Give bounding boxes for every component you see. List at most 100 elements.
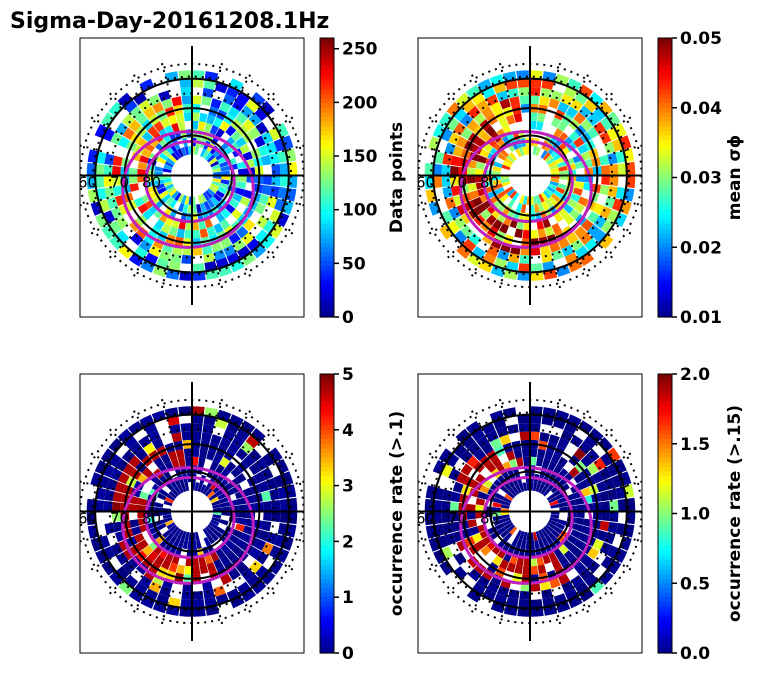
heat-cell [277, 486, 288, 500]
heat-cell [228, 232, 241, 245]
heat-cell [229, 414, 244, 428]
mlt-spoke [160, 594, 171, 626]
heat-cell [192, 204, 197, 214]
heat-cell [155, 183, 165, 191]
heat-cell [102, 463, 115, 478]
colorbar-segment [658, 177, 672, 183]
heat-cell [541, 458, 551, 469]
heat-cell [514, 564, 523, 575]
heat-cell [530, 431, 540, 441]
heat-cell [192, 456, 199, 466]
heat-cell [540, 192, 548, 201]
heat-cell [212, 514, 222, 519]
heat-cell [557, 120, 568, 132]
mlt-spoke [160, 258, 171, 290]
heat-cell [559, 170, 568, 176]
mlt-spoke [418, 144, 447, 155]
colorbar-segment [320, 606, 334, 612]
heat-cell [606, 127, 620, 141]
heat-cell [254, 202, 266, 215]
heat-cell [557, 496, 567, 504]
heat-cell [492, 506, 501, 512]
mlt-spoke [572, 72, 590, 102]
heat-cell [121, 449, 135, 463]
heat-cell [548, 98, 560, 110]
heat-cell [206, 562, 217, 573]
mlt-spoke [89, 217, 118, 236]
heat-cell [174, 150, 182, 159]
heat-cell [154, 502, 164, 508]
heat-cell [526, 146, 530, 155]
heat-cell [467, 441, 481, 455]
heat-cell [194, 482, 200, 492]
mlt-spoke [445, 91, 470, 116]
heat-cell [493, 161, 503, 168]
heat-cell [489, 437, 502, 450]
heat-cell [229, 78, 244, 92]
heat-cell [219, 160, 229, 168]
heat-cell [199, 564, 209, 575]
colorbar-segment [658, 126, 672, 132]
mlt-spoke [132, 249, 150, 279]
heat-cell [220, 237, 233, 250]
heat-cell [112, 521, 123, 533]
heat-cell [243, 219, 256, 232]
heat-cell [442, 186, 453, 199]
heat-cell [566, 232, 579, 245]
heat-cell [607, 185, 618, 198]
heat-cell [558, 573, 571, 586]
colorbar-segment [320, 265, 334, 272]
heat-cell [537, 202, 545, 213]
colorbar-segment [658, 261, 672, 267]
heat-cell [434, 523, 445, 537]
heat-cell [540, 580, 551, 591]
heat-cell [626, 511, 636, 525]
heat-cell [522, 482, 528, 492]
heat-cell [139, 491, 150, 500]
mlt-spoke [445, 571, 470, 596]
heat-cell [171, 96, 182, 107]
heat-cell [497, 585, 510, 597]
heat-cell [180, 423, 192, 433]
heat-cell [219, 519, 229, 526]
heat-cell [485, 94, 499, 107]
colorbar-label: mean σϕ [725, 135, 745, 221]
colorbar-segment [320, 154, 334, 160]
heat-cell [248, 112, 262, 127]
heat-cell [210, 434, 222, 446]
heat-cell [586, 112, 600, 127]
heat-cell [135, 112, 148, 125]
heat-cell [471, 428, 485, 442]
colorbar-segment [658, 84, 672, 90]
heat-cell [187, 204, 192, 214]
colorbar-segment [320, 51, 334, 58]
heat-cell [204, 152, 213, 161]
heat-cell [561, 244, 575, 257]
heat-cell [530, 112, 538, 122]
heat-cell [530, 565, 539, 575]
colorbar-segment [658, 425, 672, 431]
heat-cell [550, 167, 560, 173]
heat-cell [121, 113, 135, 127]
colorbar-segment [658, 210, 672, 216]
heat-cell [574, 562, 587, 575]
heat-cell [459, 449, 473, 463]
heat-cell [572, 187, 583, 196]
heat-cell [178, 406, 191, 416]
heat-cell [500, 178, 510, 184]
heat-cell [462, 238, 477, 253]
heat-cell [221, 506, 230, 512]
heat-cell [222, 483, 232, 493]
colorbar-segment [658, 480, 672, 487]
heat-cell [542, 596, 556, 608]
heat-cell [432, 459, 446, 475]
heat-cell [207, 524, 216, 533]
heat-cell [235, 112, 248, 125]
heat-cell [501, 135, 511, 146]
heat-cell [219, 218, 231, 230]
heat-cell [490, 194, 500, 204]
heat-cell [139, 155, 150, 164]
heat-cell [579, 568, 593, 582]
heat-cell [573, 473, 585, 484]
